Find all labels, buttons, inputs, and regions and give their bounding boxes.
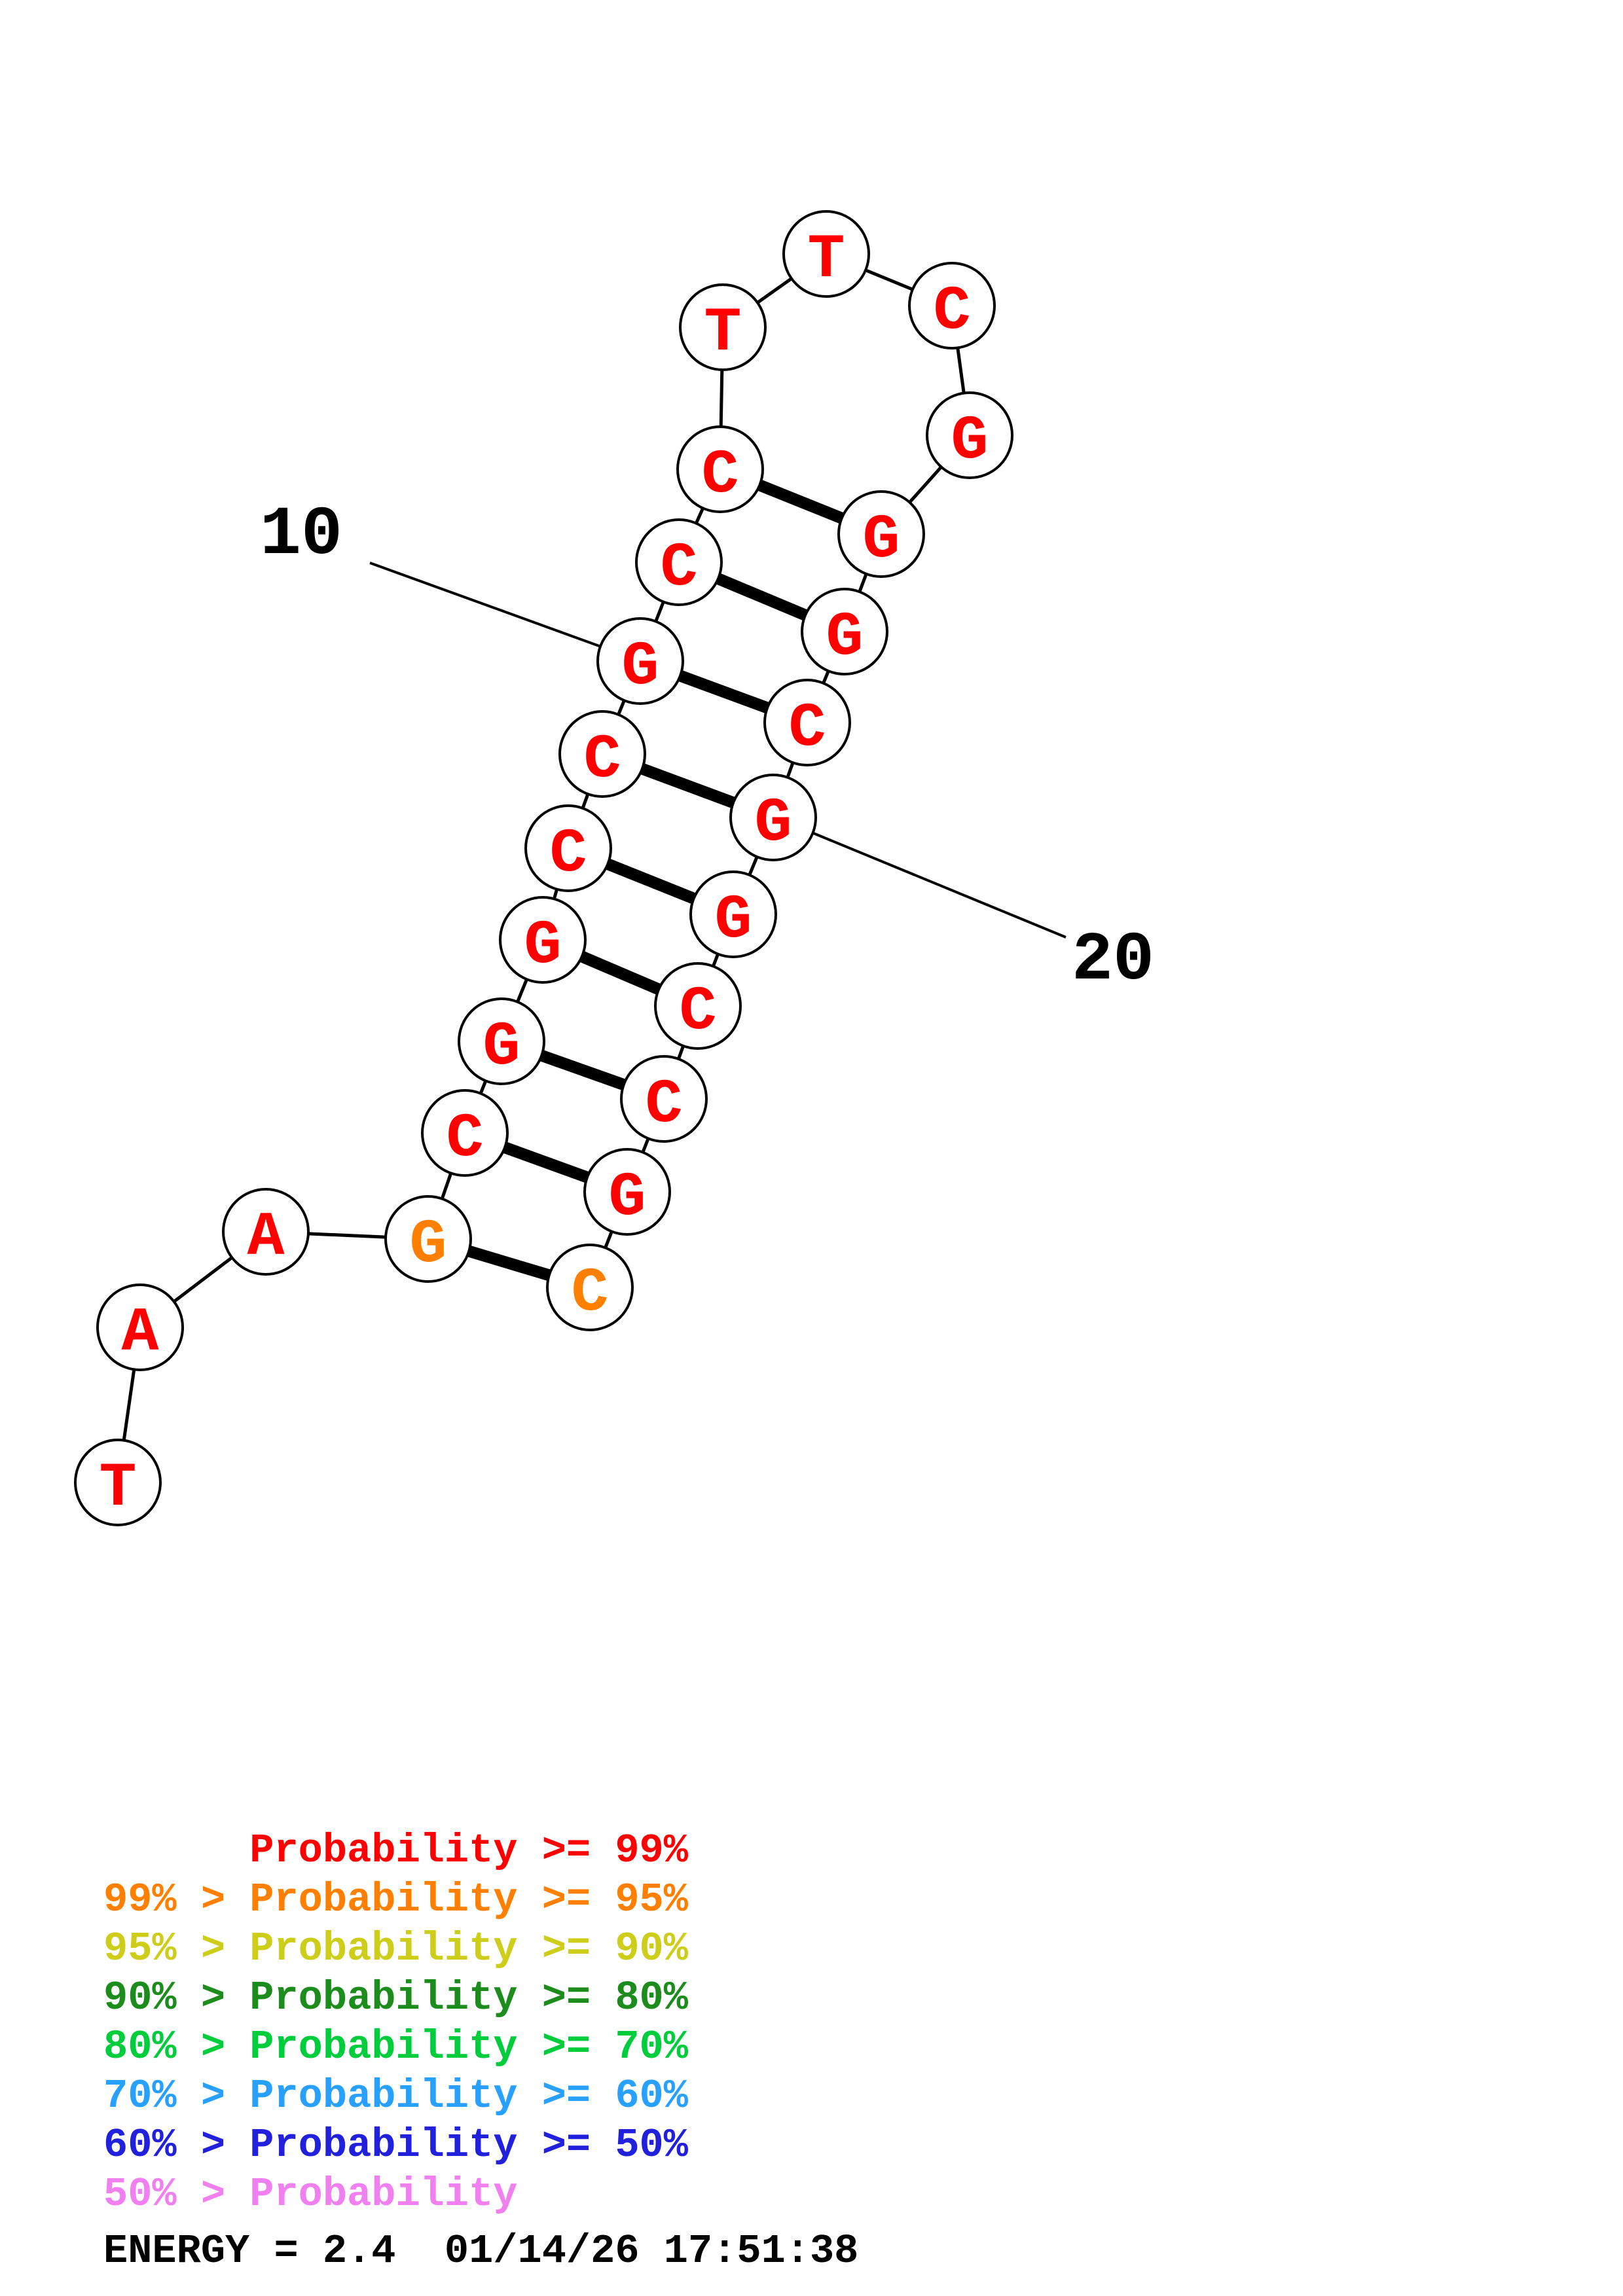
nucleotide-base: G bbox=[483, 1012, 520, 1083]
nucleotide-base: C bbox=[583, 725, 621, 795]
nucleotide-base: G bbox=[714, 885, 752, 956]
nucleotide-base: G bbox=[608, 1162, 646, 1233]
legend-line: 60% > Probability >= 50% bbox=[103, 2122, 688, 2168]
nucleotide-circle bbox=[689, 870, 777, 958]
nucleotide-circle bbox=[499, 896, 587, 984]
nucleotide-circle bbox=[763, 679, 851, 766]
nucleotide-circle bbox=[583, 1148, 671, 1236]
nucleotide-circle bbox=[620, 1055, 708, 1143]
nucleotide-base: G bbox=[524, 910, 561, 981]
nucleotide-circle bbox=[384, 1195, 472, 1283]
legend-line: 90% > Probability >= 80% bbox=[103, 1975, 688, 2021]
legend-line: Probability >= 99% bbox=[103, 1827, 688, 1874]
nucleotide-base: A bbox=[121, 1298, 159, 1369]
nucleotide-circle bbox=[458, 997, 545, 1085]
nucleotide-base: G bbox=[862, 505, 900, 575]
legend: Probability >= 99% 99% > Probability >= 9… bbox=[103, 1826, 688, 2219]
nucleotide-base: T bbox=[807, 224, 845, 295]
nucleotide-base: T bbox=[99, 1453, 136, 1524]
nucleotide-base: G bbox=[826, 602, 863, 673]
nucleotide-circle bbox=[654, 962, 742, 1050]
label-leader-line bbox=[811, 831, 1067, 939]
nucleotide-base: C bbox=[549, 819, 587, 889]
nucleotide-base: C bbox=[660, 533, 697, 603]
nucleotide-circle bbox=[421, 1089, 509, 1177]
nucleotide-circle bbox=[837, 490, 925, 578]
nucleotide-circle bbox=[524, 804, 612, 892]
nucleotide-circle bbox=[558, 710, 646, 798]
nucleotide-base: G bbox=[621, 632, 659, 702]
nucleotide-base: A bbox=[247, 1202, 285, 1273]
nucleotide-base: T bbox=[704, 298, 741, 368]
energy-text: ENERGY = 2.4 01/14/26 17:51:38 bbox=[103, 2228, 859, 2274]
legend-line: 99% > Probability >= 95% bbox=[103, 1876, 688, 1923]
nucleotide-circle bbox=[782, 210, 870, 298]
nucleotide-base: G bbox=[951, 406, 988, 476]
legend-line: 70% > Probability >= 60% bbox=[103, 2073, 688, 2119]
nucleotide-base: C bbox=[701, 440, 739, 511]
nucleotide-circle bbox=[596, 617, 684, 705]
sequence-number-label: 10 bbox=[260, 496, 342, 574]
nucleotide-base: G bbox=[409, 1210, 447, 1280]
nucleotide-base: C bbox=[788, 693, 826, 764]
nucleotide-circle bbox=[676, 425, 764, 513]
nucleotide-circle bbox=[222, 1188, 310, 1276]
legend-line: 80% > Probability >= 70% bbox=[103, 2024, 688, 2070]
sequence-number-label: 20 bbox=[1072, 922, 1154, 999]
nucleotide-base: C bbox=[571, 1258, 608, 1329]
nucleotide-base: G bbox=[754, 788, 792, 859]
nucleotide-circle bbox=[908, 262, 996, 350]
nucleotide-circle bbox=[74, 1439, 162, 1526]
legend-line: 95% > Probability >= 90% bbox=[103, 1926, 688, 1972]
nucleotide-base: C bbox=[679, 977, 716, 1047]
label-leader-line bbox=[369, 562, 602, 648]
nucleotide-circle bbox=[635, 518, 723, 606]
nucleotide-base: C bbox=[446, 1103, 483, 1174]
nucleotide-base: C bbox=[933, 276, 970, 347]
nucleotide-circle bbox=[801, 588, 888, 675]
nucleotide-circle bbox=[926, 391, 1013, 479]
nucleotide-base: C bbox=[645, 1069, 682, 1140]
nucleotide-circle bbox=[546, 1244, 634, 1331]
nucleotide-circle bbox=[96, 1283, 184, 1371]
legend-line: 50% > Probability bbox=[103, 2171, 518, 2217]
nucleotide-circle bbox=[679, 283, 767, 371]
nucleotide-circle bbox=[729, 774, 817, 861]
